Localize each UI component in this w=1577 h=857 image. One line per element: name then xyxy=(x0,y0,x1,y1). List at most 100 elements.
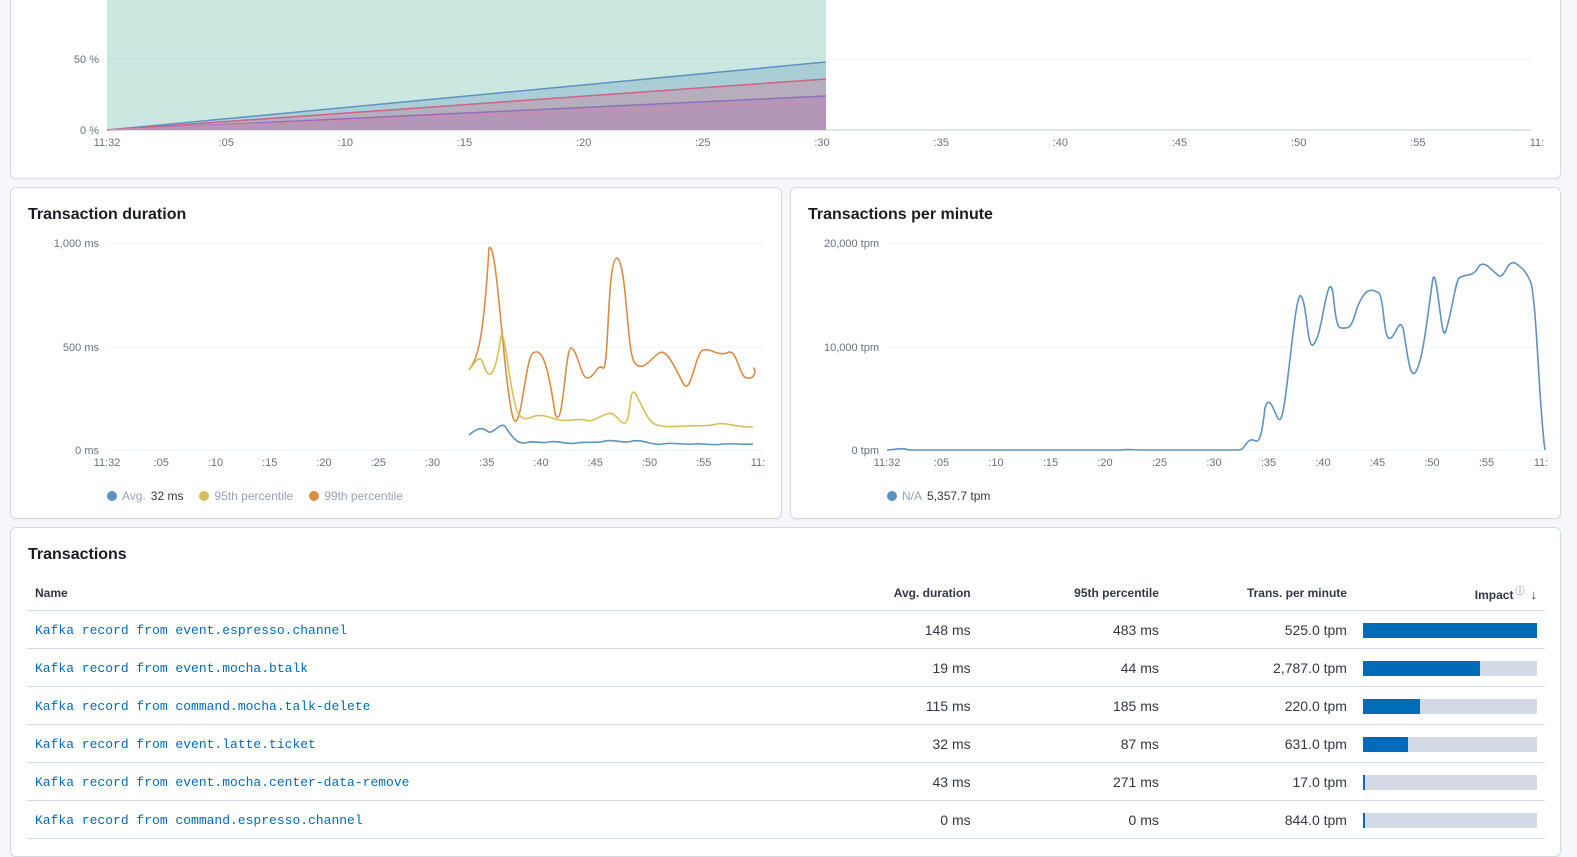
x-tick-label: :50 xyxy=(1291,137,1306,149)
transaction-name-link[interactable]: Kafka record from event.espresso.channel xyxy=(35,623,348,638)
series-line xyxy=(106,100,827,131)
impact-cell xyxy=(1354,610,1545,649)
name-cell: Kafka record from event.espresso.channel xyxy=(27,610,795,649)
table-row: Kafka record from event.mocha.btalk 19 ms… xyxy=(27,648,1545,687)
series-line xyxy=(106,61,827,131)
p95-cell: 0 ms xyxy=(978,800,1167,839)
column-header-name[interactable]: Name xyxy=(27,576,795,611)
tpm-cell: 2,787.0 tpm xyxy=(1166,648,1355,687)
p95-cell: 483 ms xyxy=(978,610,1167,649)
table-row: Kafka record from command.mocha.talk-del… xyxy=(27,686,1545,725)
x-tick-label: :20 xyxy=(1097,457,1112,469)
impact-bar xyxy=(1363,698,1537,714)
impact-bar-fill xyxy=(1363,698,1421,714)
x-tick-label: :50 xyxy=(642,457,657,469)
tpm-cell: 844.0 tpm xyxy=(1166,800,1355,839)
column-header-impact[interactable]: Impact ⓘ ↓ xyxy=(1354,576,1545,611)
x-tick-label: :30 xyxy=(814,137,829,149)
sort-descending-icon[interactable]: ↓ xyxy=(1530,587,1538,602)
p95-cell: 185 ms xyxy=(978,686,1167,725)
tpm-cell: 220.0 tpm xyxy=(1166,686,1355,725)
x-tick-label: 11: xyxy=(1534,457,1548,469)
legend-item-p99[interactable]: 99th percentile xyxy=(309,489,403,503)
column-header-p95[interactable]: 95th percentile xyxy=(978,576,1167,611)
x-tick-label: :40 xyxy=(533,457,548,469)
transaction-name-link[interactable]: Kafka record from event.latte.ticket xyxy=(35,737,316,752)
x-tick-label: 11:32 xyxy=(94,137,121,149)
x-tick-label: :55 xyxy=(696,457,711,469)
transaction-name-link[interactable]: Kafka record from event.mocha.btalk xyxy=(35,661,309,676)
column-header-tpm[interactable]: Trans. per minute xyxy=(1166,576,1355,611)
legend-item-avg[interactable]: Avg. 32 ms xyxy=(107,489,183,503)
name-cell: Kafka record from event.latte.ticket xyxy=(27,724,795,763)
transaction-duration-legend: Avg. 32 ms 95th percentile 99th percenti… xyxy=(107,489,403,503)
info-icon[interactable]: ⓘ xyxy=(1515,586,1525,596)
transaction-name-link[interactable]: Kafka record from command.mocha.talk-del… xyxy=(35,699,371,714)
x-tick-label: :05 xyxy=(934,457,949,469)
impact-bar-fill xyxy=(1363,736,1409,752)
y-tick-label: 500 ms xyxy=(63,342,100,354)
impact-bar xyxy=(1363,622,1537,638)
impact-bar xyxy=(1363,736,1537,752)
legend-label: 95th percentile xyxy=(214,489,294,503)
x-tick-label: :40 xyxy=(1053,137,1068,149)
name-cell: Kafka record from command.espresso.chann… xyxy=(27,800,795,839)
x-tick-label: 11:32 xyxy=(874,457,901,469)
avg-duration-cell: 19 ms xyxy=(794,648,979,687)
legend-value: 5,357.7 tpm xyxy=(927,489,991,503)
y-tick-label: 50 % xyxy=(74,54,99,66)
legend-dot-icon xyxy=(199,491,210,501)
x-tick-label: :10 xyxy=(208,457,223,469)
x-tick-label: :25 xyxy=(695,137,710,149)
transaction-duration-panel: Transaction duration 1,000 ms 500 ms 0 ms … xyxy=(10,187,782,519)
legend-label: Avg. xyxy=(122,489,146,503)
impact-cell xyxy=(1354,724,1545,763)
x-tick-label: :05 xyxy=(154,457,169,469)
impact-header-label: Impact xyxy=(1474,588,1514,602)
column-header-avg-duration[interactable]: Avg. duration xyxy=(794,576,979,611)
transactions-title: Transactions xyxy=(28,546,127,563)
y-tick-label: 0 % xyxy=(80,125,99,137)
table-row: Kafka record from event.espresso.channel… xyxy=(27,610,1545,649)
breakdown-chart: 50 % 0 % 11:32:05:10:15:20:25:30:35:40:45… xyxy=(74,0,1544,149)
series-line xyxy=(106,95,827,131)
legend-dot-icon xyxy=(887,491,897,501)
legend-label: N/A xyxy=(902,489,923,503)
impact-bar-fill xyxy=(1363,812,1365,828)
x-tick-label: :05 xyxy=(219,137,234,149)
tpm-series-line xyxy=(886,261,1546,451)
table-row: Kafka record from event.mocha.center-dat… xyxy=(27,762,1545,801)
legend-item-na[interactable]: N/A 5,357.7 tpm xyxy=(887,489,990,503)
impact-bar xyxy=(1363,812,1537,828)
p95-cell: 271 ms xyxy=(978,762,1167,801)
avg-duration-cell: 0 ms xyxy=(794,800,979,839)
x-tick-label: 11: xyxy=(751,457,765,469)
impact-bar-fill xyxy=(1363,660,1480,676)
impact-cell xyxy=(1354,648,1545,687)
avg-series-line xyxy=(468,424,754,446)
impact-bar xyxy=(1363,774,1537,790)
transaction-name-link[interactable]: Kafka record from command.espresso.chann… xyxy=(35,813,363,828)
impact-bar-fill xyxy=(1363,774,1365,790)
legend-label: 99th percentile xyxy=(324,489,403,503)
avg-duration-cell: 32 ms xyxy=(794,724,979,763)
avg-duration-cell: 43 ms xyxy=(794,762,979,801)
avg-duration-cell: 115 ms xyxy=(794,686,979,725)
transaction-duration-title: Transaction duration xyxy=(28,206,187,223)
p95-cell: 87 ms xyxy=(978,724,1167,763)
transactions-table: Name Avg. duration 95th percentile Trans… xyxy=(27,576,1545,839)
x-tick-label: :35 xyxy=(934,137,949,149)
transaction-duration-chart: 1,000 ms 500 ms 0 ms 11:32:05:10:15:20:25:… xyxy=(54,238,765,469)
legend-dot-icon xyxy=(309,491,320,501)
x-tick-label: 11:32 xyxy=(94,457,121,469)
impact-bar-fill xyxy=(1363,622,1537,638)
legend-item-p95[interactable]: 95th percentile xyxy=(199,489,293,503)
transaction-name-link[interactable]: Kafka record from event.mocha.center-dat… xyxy=(35,775,410,790)
avg-duration-cell: 148 ms xyxy=(794,610,979,649)
x-tick-label: :10 xyxy=(988,457,1003,469)
x-tick-label: :40 xyxy=(1315,457,1330,469)
x-tick-label: :45 xyxy=(1370,457,1385,469)
impact-cell xyxy=(1354,762,1545,801)
x-tick-label: :45 xyxy=(588,457,603,469)
legend-dot-icon xyxy=(107,491,117,501)
